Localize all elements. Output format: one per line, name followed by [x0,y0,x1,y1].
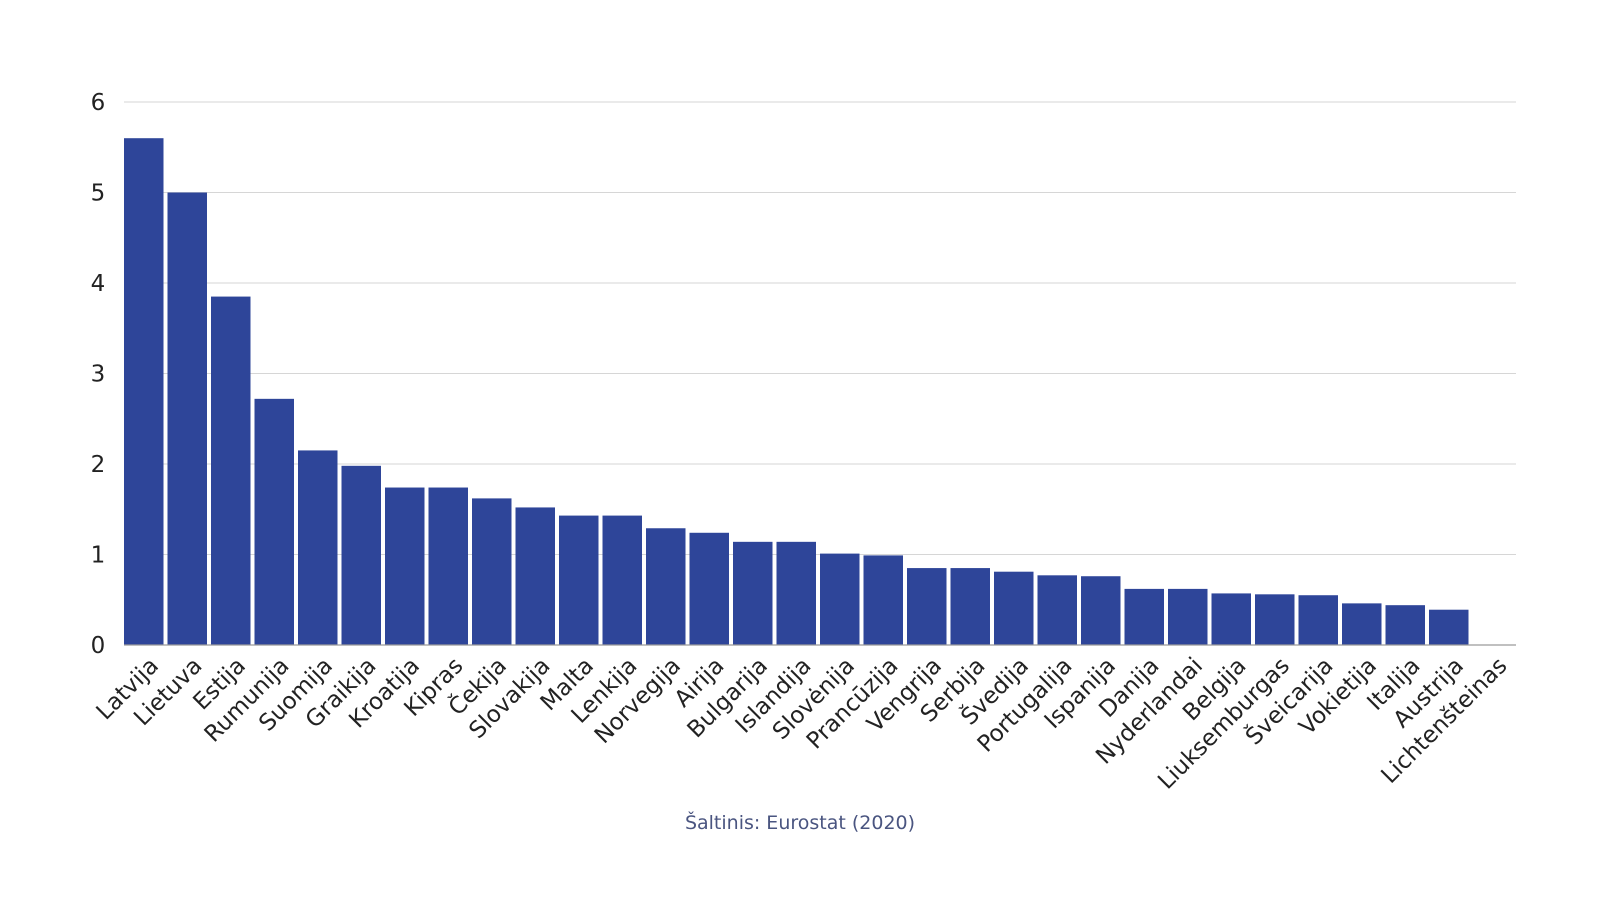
bar [950,568,990,645]
y-tick-label: 2 [91,452,106,478]
bar [124,138,164,645]
bar [254,398,294,645]
x-tick-labels: LatvijaLietuvaEstijaRumunijaSuomijaGraik… [92,651,1513,794]
bar [776,541,816,645]
bar [689,532,729,645]
bar [1298,595,1338,645]
bar [428,487,468,645]
y-tick-label: 6 [91,90,106,116]
bar [385,487,425,645]
bar [1255,594,1295,645]
bar [515,507,555,645]
bar [1037,575,1077,645]
y-tick-label: 1 [91,543,106,569]
y-tick-label: 0 [91,633,106,659]
y-tick-label: 3 [91,362,106,388]
y-tick-label: 5 [91,181,106,207]
bar [1211,593,1251,645]
bar [211,296,251,645]
y-tick-labels: 0 1 2 3 4 5 6 [91,90,106,659]
bar [1429,609,1469,645]
y-tick-label: 4 [91,271,106,297]
bars [124,138,1469,645]
bar [863,555,903,645]
bar [167,192,207,645]
source-note: Šaltinis: Eurostat (2020) [684,812,916,834]
bar [1385,605,1425,645]
bar [646,528,686,645]
bar [994,571,1034,645]
bar [559,515,599,645]
bar [472,498,512,645]
bar [820,553,860,645]
bar [1168,588,1208,645]
bar [907,568,947,645]
bar [602,515,642,645]
bar [341,465,381,645]
grid-lines [124,101,1516,555]
bar [733,541,773,645]
bar [1081,576,1121,645]
bar [1124,588,1164,645]
bar [1342,603,1382,645]
bar [298,450,338,645]
